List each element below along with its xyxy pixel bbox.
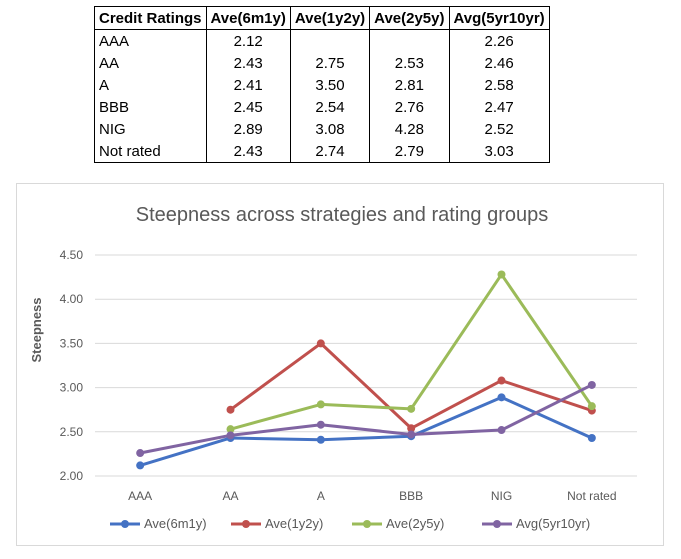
table-row: Not rated 2.43 2.74 2.79 3.03 [94,140,550,163]
y-tick-label: 4.50 [60,248,84,262]
rating-cell: NIG [94,118,207,140]
value-cell: 2.53 [369,52,450,74]
table-row: AA 2.43 2.75 2.53 2.46 [94,52,550,74]
data-point [407,404,416,413]
value-cell: 2.81 [369,74,450,96]
value-cell: 2.26 [449,29,550,52]
legend-label: Ave(6m1y) [144,516,207,531]
data-point [136,449,145,458]
x-tick-label: NIG [491,489,512,503]
rating-cell: AAA [94,29,207,52]
rating-cell: A [94,74,207,96]
y-axis-ticks: 2.00 2.50 3.00 3.50 4.00 4.50 [60,248,84,483]
rating-cell: Not rated [94,140,207,163]
data-point [407,430,416,439]
value-cell: 2.46 [449,52,550,74]
table-header-row: Credit Ratings Ave(6m1y) Ave(1y2y) Ave(2y5y… [94,6,550,30]
value-cell [290,29,371,52]
steepness-line-chart: Steepness across strategies and rating g… [29,204,637,531]
legend-swatch-marker [242,520,250,528]
legend-label: Ave(2y5y) [386,516,444,531]
y-tick-label: 4.00 [60,292,84,306]
data-point [587,380,596,389]
data-point [136,461,145,470]
table-row: BBB 2.45 2.54 2.76 2.47 [94,96,550,118]
value-cell: 2.54 [290,96,371,118]
data-point [316,400,325,409]
value-cell: 2.76 [369,96,450,118]
data-point [497,270,506,279]
data-point [316,339,325,348]
data-point [316,435,325,444]
value-cell: 2.75 [290,52,371,74]
value-cell: 2.12 [206,29,291,52]
value-cell: 2.58 [449,74,550,96]
data-point [226,431,235,440]
legend-swatch-marker [493,520,501,528]
series-Ave(1y2y) [226,339,596,433]
value-cell: 2.41 [206,74,291,96]
legend-swatch-marker [363,520,371,528]
value-cell: 2.52 [449,118,550,140]
series-lines [136,270,596,470]
table-header-cell: Avg(5yr10yr) [449,6,550,30]
data-point [587,402,596,411]
value-cell: 2.74 [290,140,371,163]
data-point [497,393,506,402]
series-Ave(2y5y) [226,270,596,434]
value-cell: 3.03 [449,140,550,163]
chart-title: Steepness across strategies and rating g… [136,204,548,226]
value-cell [369,29,450,52]
legend-label: Ave(1y2y) [265,516,323,531]
data-point [226,405,235,414]
data-point [226,425,235,434]
y-tick-label: 3.00 [60,381,84,395]
y-tick-label: 2.00 [60,469,84,483]
data-point [497,426,506,435]
credit-ratings-table: Credit Ratings Ave(6m1y) Ave(1y2y) Ave(2y5y… [94,6,550,163]
table-header-cell: Ave(6m1y) [206,6,291,30]
table-row: AAA 2.12 2.26 [94,29,550,52]
chart-legend: Ave(6m1y) Ave(1y2y) Ave(2y5y) Avg(5yr10yr) [110,516,590,531]
x-axis-ticks: AAA AA A BBB NIG Not rated [128,489,616,503]
data-point [497,376,506,385]
series-Avg(5yr10yr) [136,380,596,458]
table-header-cell: Ave(2y5y) [369,6,450,30]
data-point [407,424,416,433]
table-header-cell: Ave(1y2y) [290,6,371,30]
rating-cell: AA [94,52,207,74]
y-tick-label: 3.50 [60,336,84,350]
value-cell: 3.50 [290,74,371,96]
table-row: A 2.41 3.50 2.81 2.58 [94,74,550,96]
value-cell: 3.08 [290,118,371,140]
rating-cell: BBB [94,96,207,118]
value-cell: 2.47 [449,96,550,118]
value-cell: 2.45 [206,96,291,118]
series-line [139,395,593,467]
x-tick-label: Not rated [567,489,616,503]
value-cell: 2.79 [369,140,450,163]
table-header-cell: Credit Ratings [94,6,207,30]
value-cell: 2.43 [206,140,291,163]
y-axis-title: Steepness [29,297,44,362]
table-row: NIG 2.89 3.08 4.28 2.52 [94,118,550,140]
table-body: AAA 2.12 2.26 AA 2.43 2.75 2.53 2.46 A 2.41 3.50 2.… [94,29,550,163]
value-cell: 2.89 [206,118,291,140]
gridlines [95,254,637,477]
value-cell: 2.43 [206,52,291,74]
x-tick-label: AA [222,489,238,503]
x-tick-label: BBB [399,489,423,503]
data-point [316,420,325,429]
y-tick-label: 2.50 [60,425,84,439]
x-tick-label: A [317,489,325,503]
data-point [587,433,596,442]
chart-frame: Steepness across strategies and rating g… [16,183,664,546]
legend-swatch-marker [121,520,129,528]
value-cell: 4.28 [369,118,450,140]
series-line [139,383,593,455]
legend-label: Avg(5yr10yr) [516,516,590,531]
x-tick-label: AAA [128,489,152,503]
